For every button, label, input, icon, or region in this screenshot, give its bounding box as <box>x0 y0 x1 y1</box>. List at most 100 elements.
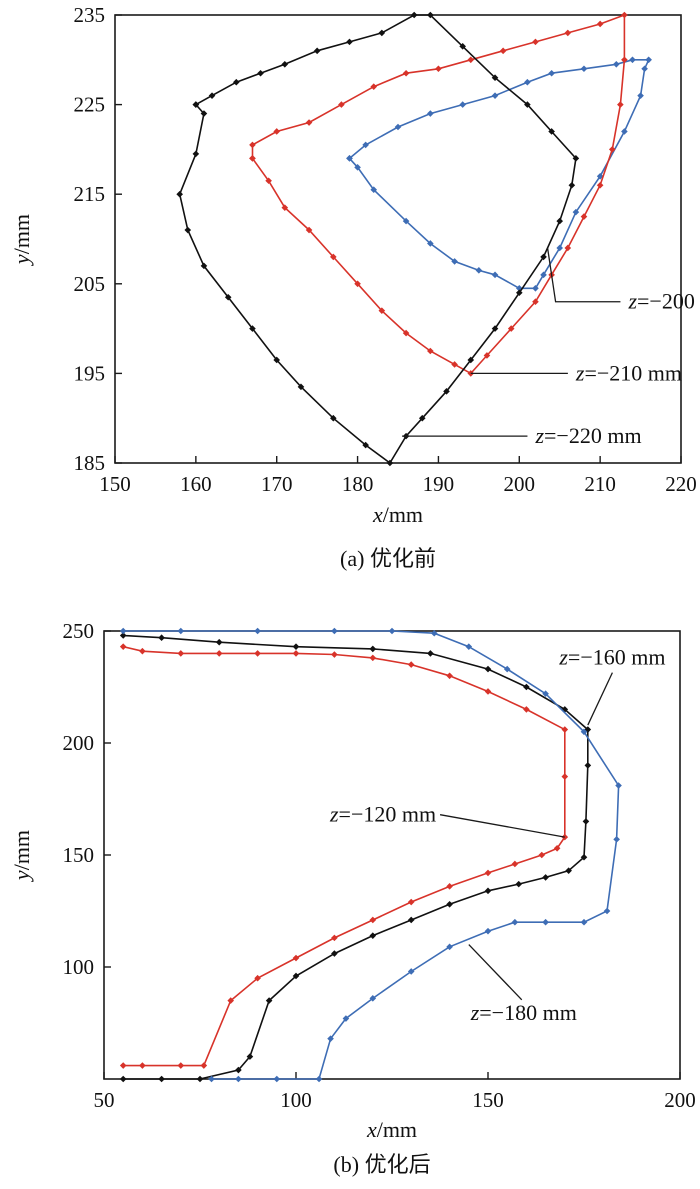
chart-a-data-point <box>176 190 183 198</box>
chart-b-x-tick-label: 50 <box>94 1088 115 1112</box>
chart-a-data-point <box>629 56 636 64</box>
chart-b-data-point <box>484 869 492 877</box>
chart-b-annotation-label: z=−120 mm <box>329 802 436 827</box>
chart-b-data-point <box>503 665 511 673</box>
chart-b-data-point <box>158 634 165 642</box>
chart-a-data-point <box>483 352 491 359</box>
chart-b-y-tick-label: 200 <box>63 731 95 755</box>
chart-b-annotation-leader <box>587 672 613 726</box>
chart-a-data-point <box>249 325 256 332</box>
chart-a-data-point <box>402 329 410 337</box>
chart-a-data-point <box>184 226 192 234</box>
chart-a-y-tick-label: 235 <box>74 3 106 27</box>
chart-a-data-point <box>532 38 539 46</box>
chart-a-data-point <box>427 110 434 117</box>
chart-b-data-point <box>553 844 561 852</box>
chart-b-data-point <box>235 1066 242 1074</box>
chart-a-data-point <box>621 128 628 135</box>
chart-b-data-point <box>273 1075 281 1083</box>
chart-b-data-point <box>315 1075 323 1083</box>
chart-b-data-point <box>542 918 549 926</box>
chart-a-data-point <box>200 262 208 270</box>
chart-b-series-line <box>123 630 620 1080</box>
chart-b-data-point <box>369 932 377 939</box>
chart-b-data-point <box>196 1075 204 1083</box>
chart-b-annotation-label: z=−160 mm <box>558 645 665 670</box>
chart-b-data-point <box>327 1035 334 1042</box>
chart-a-annotation-label: z=−210 mm <box>575 360 682 385</box>
chart-a-y-tick-label: 205 <box>74 272 106 296</box>
chart-a-data-point <box>568 181 576 189</box>
chart-a-data-point <box>370 83 378 90</box>
chart-b-caption: (b) 优化后 <box>333 1152 430 1177</box>
chart-b-series-line <box>123 645 566 1067</box>
chart-b-data-point <box>369 995 377 1002</box>
chart-a-data-point <box>313 47 321 55</box>
chart-a-data-point <box>613 60 620 68</box>
chart-a-data-point <box>297 383 305 391</box>
chart-a-data-point <box>249 141 256 149</box>
chart-b-data-point <box>119 627 127 635</box>
chart-a-data-point <box>564 29 572 37</box>
chart-a-data-point <box>208 92 216 99</box>
chart-b-data-point <box>582 818 590 825</box>
chart-a-data-point <box>402 69 410 77</box>
chart-b-data-point <box>119 1075 127 1083</box>
chart-a-series-z-220 <box>176 11 580 467</box>
chart-b-data-point <box>208 1075 215 1083</box>
chart-a-data-point <box>467 56 475 64</box>
chart-a-data-point <box>249 155 256 162</box>
chart-a-data-point <box>621 56 628 64</box>
chart-a-data-point <box>281 204 289 211</box>
chart-b-data-point <box>538 851 546 859</box>
chart-a-data-point <box>257 69 264 77</box>
chart-a-data-point <box>451 258 458 265</box>
chart-b-data-point <box>511 918 519 926</box>
chart-a-data-point <box>362 141 369 149</box>
chart-b-data-point <box>369 916 377 924</box>
chart-a-data-point <box>532 298 539 306</box>
chart-a-data-point <box>621 11 628 19</box>
chart-a-data-point <box>346 155 353 162</box>
chart-a-data-point <box>305 226 313 234</box>
chart-b-x-tick-label: 100 <box>280 1088 312 1112</box>
chart-b-data-point <box>292 643 300 650</box>
chart-a-data-point <box>548 69 555 77</box>
chart-a-data-point <box>532 284 539 292</box>
chart-b-data-point <box>511 860 519 868</box>
chart-a-annotation-leader <box>546 247 621 303</box>
chart-b-data-point <box>603 907 611 915</box>
chart-a-data-point <box>378 307 386 314</box>
chart-a-series-z-210 <box>249 11 628 377</box>
chart-b-data-point <box>427 650 434 657</box>
chart-b-after-optimization: 50 100 150 200 100 150 200 250 x/mm y/mm (b) 优化后 z=… <box>9 619 696 1177</box>
chart-a-annotation-label: z=−200 mm <box>627 289 700 314</box>
chart-b-data-point <box>580 918 588 926</box>
chart-b-data-point <box>119 632 127 639</box>
chart-a-x-tick-label: 220 <box>665 472 697 496</box>
chart-b-data-point <box>515 880 523 888</box>
chart-a-before-optimization: 150 160 170 180 190 200 210 220 185 195 205 215 225 2… <box>9 3 700 571</box>
chart-a-data-point <box>418 414 426 422</box>
chart-a-x-tick-label: 180 <box>342 472 374 496</box>
chart-a-data-point <box>491 271 499 279</box>
chart-a-data-point <box>548 128 555 135</box>
chart-a-data-point <box>645 56 652 64</box>
chart-b-data-point <box>430 629 438 637</box>
chart-b-data-point <box>613 836 620 843</box>
chart-b-data-point <box>177 650 185 657</box>
chart-b-data-point <box>446 883 453 890</box>
chart-b-data-point <box>246 1053 254 1060</box>
chart-b-data-point <box>542 690 549 698</box>
chart-a-data-point <box>265 177 272 185</box>
chart-b-data-point <box>215 638 223 646</box>
chart-a-data-point <box>273 128 281 135</box>
chart-a-data-point <box>491 325 499 332</box>
chart-b-data-point <box>292 650 300 657</box>
chart-a-y-tick-label: 195 <box>74 361 106 385</box>
chart-b-data-point <box>331 651 338 658</box>
chart-a-data-point <box>192 101 200 108</box>
chart-a-data-point <box>427 347 434 355</box>
chart-a-data-point <box>338 101 345 108</box>
chart-b-annotation-label: z=−180 mm <box>470 1000 577 1025</box>
